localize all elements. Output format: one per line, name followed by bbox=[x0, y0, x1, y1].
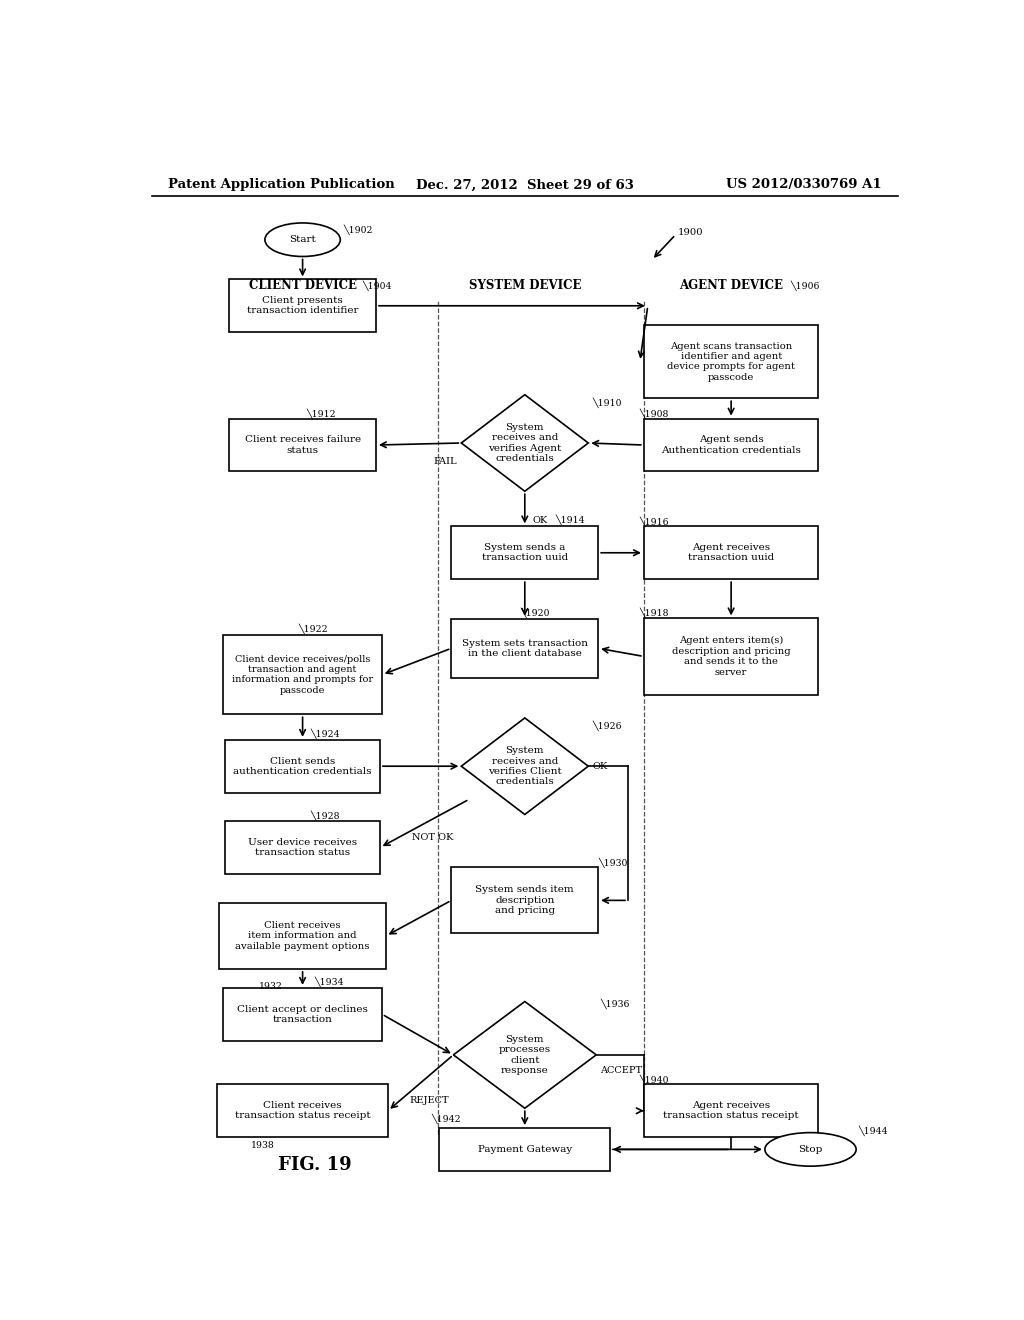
Text: ╲1908: ╲1908 bbox=[640, 408, 670, 418]
Text: System sends a
transaction uuid: System sends a transaction uuid bbox=[481, 543, 568, 562]
Text: System sets transaction
in the client database: System sets transaction in the client da… bbox=[462, 639, 588, 657]
Bar bbox=[452, 527, 598, 579]
Text: System sends item
description
and pricing: System sends item description and pricin… bbox=[475, 886, 574, 915]
Bar bbox=[219, 903, 386, 969]
Ellipse shape bbox=[265, 223, 340, 256]
Bar bbox=[644, 1084, 818, 1138]
Bar bbox=[223, 987, 382, 1040]
Text: Client sends
authentication credentials: Client sends authentication credentials bbox=[233, 756, 372, 776]
Text: Agent receives
transaction uuid: Agent receives transaction uuid bbox=[688, 543, 774, 562]
Bar bbox=[644, 618, 818, 694]
Text: System
receives and
verifies Agent
credentials: System receives and verifies Agent crede… bbox=[488, 422, 561, 463]
Bar bbox=[225, 739, 380, 792]
Text: SYSTEM DEVICE: SYSTEM DEVICE bbox=[469, 279, 581, 292]
Text: FIG. 19: FIG. 19 bbox=[278, 1155, 351, 1173]
Text: Agent enters item(s)
description and pricing
and sends it to the
server: Agent enters item(s) description and pri… bbox=[672, 636, 791, 677]
Text: US 2012/0330769 A1: US 2012/0330769 A1 bbox=[726, 178, 882, 191]
Text: ╲1942: ╲1942 bbox=[431, 1114, 461, 1125]
Text: Patent Application Publication: Patent Application Publication bbox=[168, 178, 394, 191]
Text: 1938: 1938 bbox=[251, 1140, 274, 1150]
Text: ╲1914: ╲1914 bbox=[555, 515, 585, 525]
Text: ╲1916: ╲1916 bbox=[640, 516, 670, 527]
Text: ╲1920: ╲1920 bbox=[521, 607, 550, 618]
Text: ╲1906: ╲1906 bbox=[791, 280, 820, 290]
Text: Dec. 27, 2012  Sheet 29 of 63: Dec. 27, 2012 Sheet 29 of 63 bbox=[416, 178, 634, 191]
Text: ╲1912: ╲1912 bbox=[306, 408, 336, 418]
Text: Start: Start bbox=[289, 235, 316, 244]
Text: ╲1922: ╲1922 bbox=[299, 624, 329, 634]
Text: Agent scans transaction
identifier and agent
device prompts for agent
passcode: Agent scans transaction identifier and a… bbox=[668, 342, 795, 381]
Text: ╲1904: ╲1904 bbox=[362, 280, 391, 290]
Bar bbox=[229, 418, 376, 471]
Ellipse shape bbox=[765, 1133, 856, 1166]
Text: System
receives and
verifies Client
credentials: System receives and verifies Client cred… bbox=[487, 746, 562, 787]
Text: ╲1924: ╲1924 bbox=[310, 729, 340, 739]
Text: ╲1918: ╲1918 bbox=[640, 609, 670, 619]
Polygon shape bbox=[461, 718, 588, 814]
Text: FAIL: FAIL bbox=[434, 457, 458, 466]
Bar bbox=[644, 325, 818, 399]
Text: Stop: Stop bbox=[799, 1144, 822, 1154]
Text: ╲1902: ╲1902 bbox=[344, 224, 374, 235]
Text: ╲1934: ╲1934 bbox=[314, 977, 344, 987]
Bar bbox=[225, 821, 380, 874]
Text: 1900: 1900 bbox=[678, 228, 703, 238]
Text: Agent receives
transaction status receipt: Agent receives transaction status receip… bbox=[664, 1101, 799, 1121]
Bar bbox=[217, 1084, 388, 1138]
Text: ╲1944: ╲1944 bbox=[858, 1126, 888, 1137]
Text: AGENT DEVICE: AGENT DEVICE bbox=[679, 279, 783, 292]
Text: ACCEPT: ACCEPT bbox=[600, 1065, 642, 1074]
Bar bbox=[223, 635, 382, 714]
Text: System
processes
client
response: System processes client response bbox=[499, 1035, 551, 1074]
Text: OK: OK bbox=[592, 762, 607, 771]
Bar bbox=[439, 1129, 610, 1171]
Text: Client device receives/polls
transaction and agent
information and prompts for
p: Client device receives/polls transaction… bbox=[232, 655, 373, 694]
Polygon shape bbox=[461, 395, 588, 491]
Bar bbox=[644, 527, 818, 579]
Text: ╲1910: ╲1910 bbox=[592, 397, 622, 408]
Text: ╲1926: ╲1926 bbox=[592, 721, 622, 731]
Text: Client accept or declines
transaction: Client accept or declines transaction bbox=[238, 1005, 368, 1024]
Text: Payment Gateway: Payment Gateway bbox=[477, 1144, 572, 1154]
Text: Client receives
item information and
available payment options: Client receives item information and ava… bbox=[236, 921, 370, 950]
Text: REJECT: REJECT bbox=[410, 1096, 450, 1105]
Text: ╲1940: ╲1940 bbox=[640, 1074, 670, 1085]
Bar bbox=[644, 418, 818, 471]
Text: ╲1930: ╲1930 bbox=[599, 857, 628, 867]
Bar bbox=[229, 280, 376, 333]
Text: OK: OK bbox=[532, 516, 548, 525]
Polygon shape bbox=[454, 1002, 596, 1109]
Text: Client receives
transaction status receipt: Client receives transaction status recei… bbox=[234, 1101, 371, 1121]
Text: CLIENT DEVICE: CLIENT DEVICE bbox=[249, 279, 356, 292]
Text: Agent sends
Authentication credentials: Agent sends Authentication credentials bbox=[662, 436, 801, 454]
Bar bbox=[452, 867, 598, 933]
Text: ╲1928: ╲1928 bbox=[310, 810, 340, 821]
Bar bbox=[452, 619, 598, 677]
Text: ╲1936: ╲1936 bbox=[600, 998, 630, 1008]
Text: Client presents
transaction identifier: Client presents transaction identifier bbox=[247, 296, 358, 315]
Text: Client receives failure
status: Client receives failure status bbox=[245, 436, 360, 454]
Text: User device receives
transaction status: User device receives transaction status bbox=[248, 838, 357, 857]
Text: NOT OK: NOT OK bbox=[412, 833, 454, 842]
Text: 1932: 1932 bbox=[259, 982, 283, 991]
